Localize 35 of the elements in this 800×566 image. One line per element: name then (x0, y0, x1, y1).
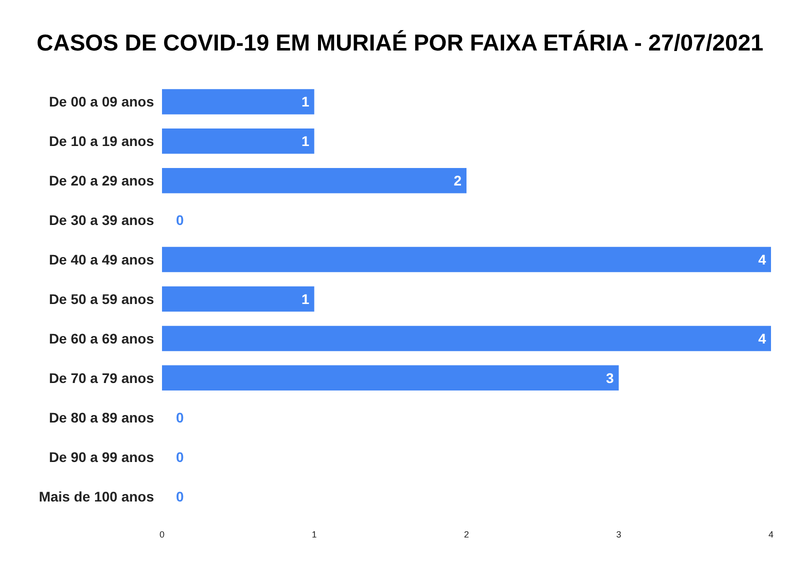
data-label: 0 (176, 448, 184, 465)
bar (162, 128, 314, 154)
data-label: 4 (758, 330, 766, 346)
y-tick-label: De 90 a 99 anos (48, 448, 154, 465)
y-tick-label: De 10 a 19 anos (48, 133, 154, 150)
y-tick-label: Mais de 100 anos (38, 488, 154, 504)
y-tick-label: De 30 a 39 anos (48, 212, 154, 228)
x-tick-label: 2 (464, 530, 470, 540)
y-tick-label: De 40 a 49 anos (48, 252, 154, 268)
x-tick-label: 4 (768, 530, 774, 540)
data-label: 2 (454, 172, 462, 189)
bar (162, 365, 619, 391)
y-tick-label: De 50 a 59 anos (48, 291, 154, 307)
y-tick-label: De 00 a 09 anos (48, 94, 154, 110)
data-label: 0 (176, 212, 184, 228)
data-label: 0 (176, 488, 184, 504)
y-tick-label: De 20 a 29 anos (48, 172, 154, 189)
data-label: 1 (301, 94, 310, 110)
data-label: 4 (758, 252, 766, 268)
chart-title: CASOS DE COVID-19 EM MURIAÉ POR FAIXA ETÁRIA - 27/07/2021 (36, 30, 764, 56)
bar (162, 286, 314, 312)
data-label: 1 (301, 133, 310, 150)
x-tick-label: 1 (312, 530, 317, 540)
x-tick-label: 3 (616, 530, 622, 540)
data-label: 0 (176, 409, 184, 426)
y-tick-label: De 60 a 69 anos (48, 330, 154, 346)
bar (162, 89, 314, 114)
data-label: 1 (301, 291, 310, 307)
y-tick-label: De 70 a 79 anos (48, 370, 154, 386)
bar (162, 168, 466, 194)
bar (162, 246, 771, 272)
x-tick-label: 0 (159, 530, 165, 540)
bar (162, 326, 771, 352)
y-tick-label: De 80 a 89 anos (48, 409, 154, 426)
data-label: 3 (606, 370, 614, 386)
